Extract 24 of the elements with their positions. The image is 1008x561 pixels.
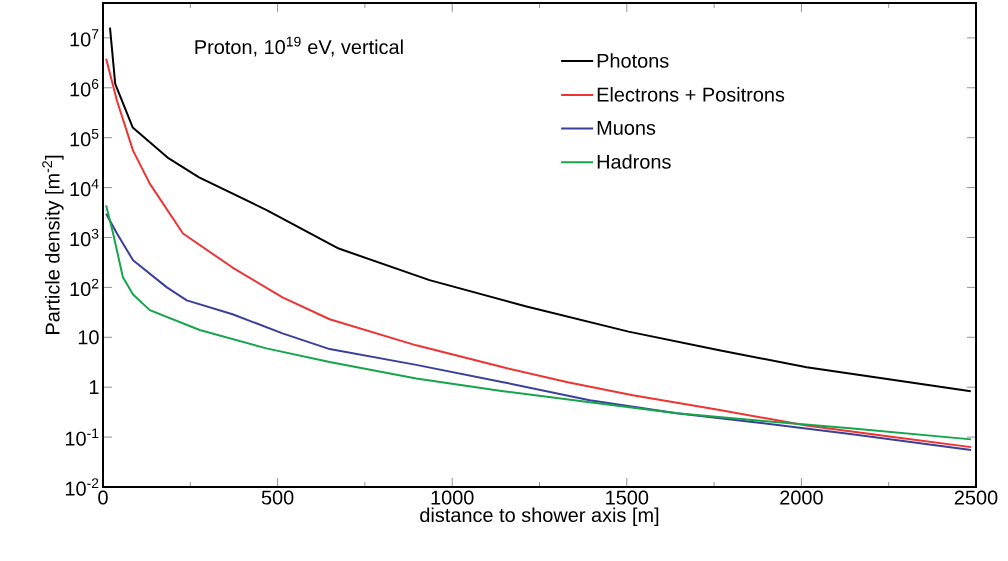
y-tick-label: 10$^{-2}$ [65, 478, 99, 496]
legend-label: Hadrons [597, 154, 671, 169]
x-tick-label: 2500 [954, 490, 998, 505]
x-tick-label: 2000 [780, 490, 823, 505]
y-tick-label: 10$^{7}$ [70, 29, 99, 47]
y-tick-label: 10$^{2}$ [70, 278, 99, 297]
annotation: Proton, 10$^{19}$ eV, vertical [195, 36, 403, 57]
y-tick-label: 10$^{3}$ [70, 228, 99, 247]
legend-label: Photons [597, 53, 669, 68]
y-tick-label: 10$^{5}$ [70, 129, 99, 147]
x-tick-label: 0 [98, 490, 108, 505]
y-axis-title: Particle density [m$^{-2}$] [42, 155, 64, 334]
x-tick-label: 500 [261, 490, 294, 505]
y-tick-label: 10 [78, 330, 99, 345]
line-series [108, 26, 972, 393]
legend-label: Electrons + Positrons [597, 87, 785, 102]
legend-label: Muons [597, 121, 656, 135]
x-axis-title: distance to shower axis [m] [420, 507, 659, 527]
y-tick-label: 10$^{6}$ [70, 79, 99, 97]
x-tick-label: 1000 [431, 490, 474, 505]
y-tick-label: 10$^{4}$ [70, 178, 99, 197]
x-tick-label: 1500 [606, 490, 649, 505]
y-tick-label: 10$^{-1}$ [65, 428, 99, 446]
y-tick-label: 1 [89, 380, 99, 395]
